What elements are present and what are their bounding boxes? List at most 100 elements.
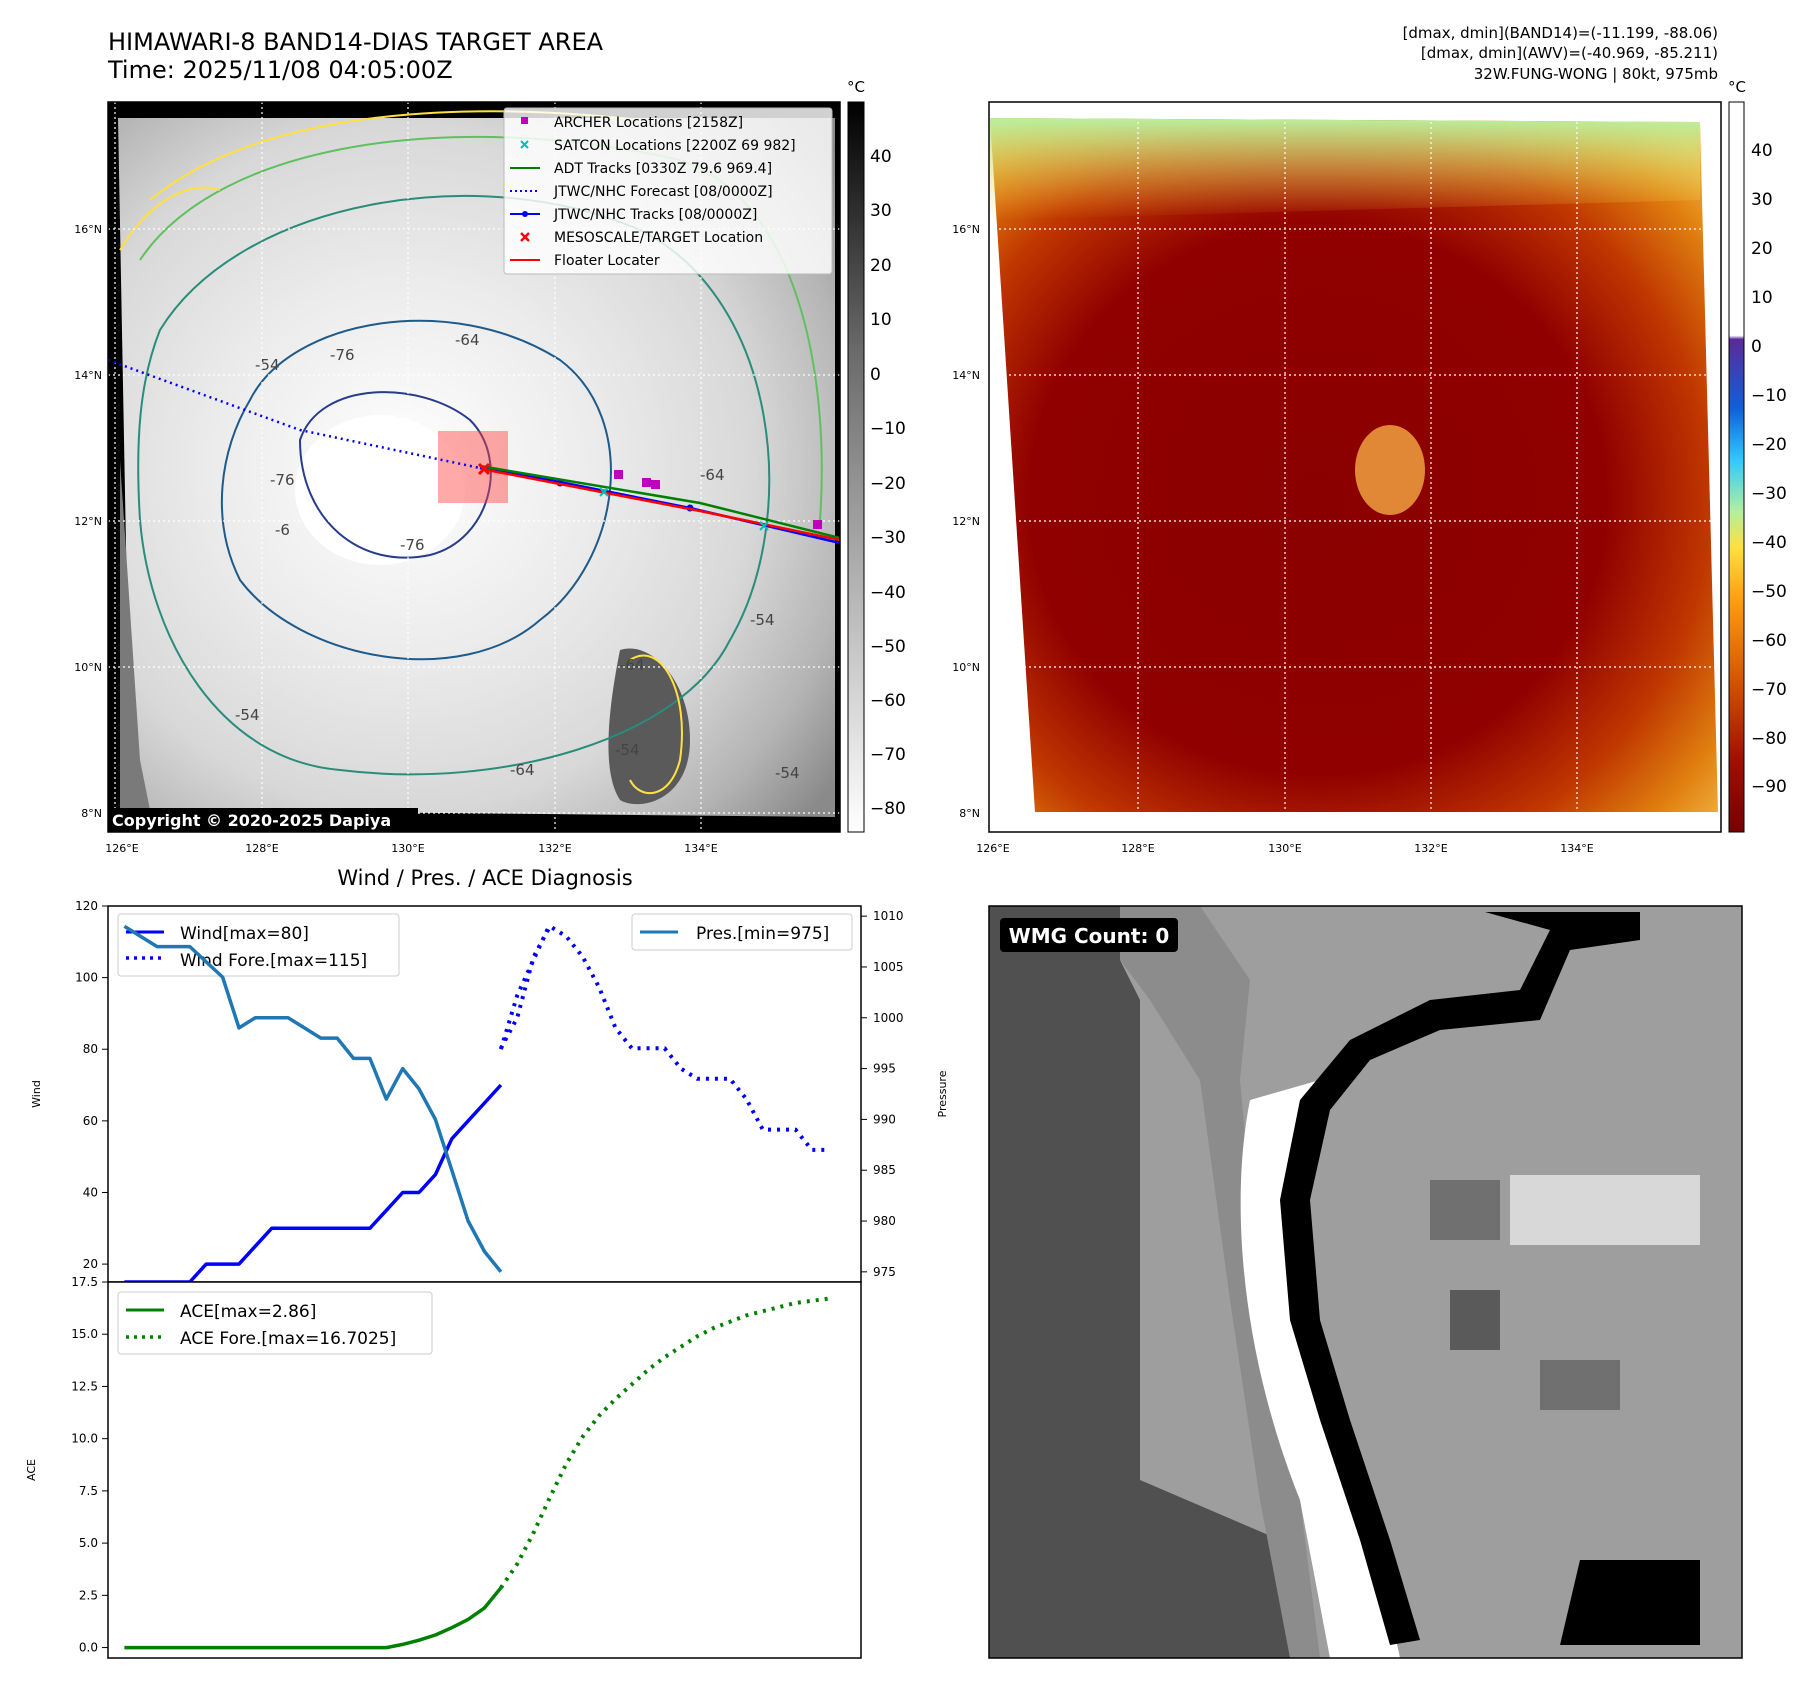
legend-archer-icon [521, 117, 528, 124]
wmg-bright-patch [1510, 1175, 1700, 1245]
y2-tick-label: 990 [873, 1112, 896, 1126]
svg-text:126°E: 126°E [105, 842, 138, 855]
svg-text:130°E: 130°E [391, 842, 424, 855]
y-tick-label: 100 [75, 971, 98, 985]
wind-axis-label: Wind [30, 1080, 43, 1108]
ir-colorbar: °C 40 30 20 10 0 −10 −20 −30 −40 −50 −60… [847, 78, 906, 833]
target-marker [477, 462, 491, 476]
svg-text:10°N: 10°N [74, 661, 102, 674]
svg-text:130°E: 130°E [1268, 842, 1301, 855]
legend-label: Wind Fore.[max=115] [180, 951, 367, 971]
series-line-1 [499, 1296, 829, 1589]
svg-text:0: 0 [870, 365, 881, 385]
svg-text:−80: −80 [870, 799, 906, 819]
svg-text:−40: −40 [870, 583, 906, 603]
svg-text:−50: −50 [1751, 582, 1787, 602]
contour-label: -6 [275, 521, 290, 539]
contour-label: -76 [400, 536, 425, 554]
series-line-0 [124, 1586, 503, 1650]
legend-label: ADT Tracks [0330Z 79.6 969.4] [554, 161, 772, 177]
ir-map: -76 -76 -76 -64 -64 -64 -54 -54 -54 -54 … [74, 101, 841, 855]
wmg-white-band [1240, 1080, 1400, 1658]
y-tick-label: 60 [83, 1114, 98, 1128]
diagnosis-title: Wind / Pres. / ACE Diagnosis [337, 866, 632, 890]
legend-target-icon [520, 232, 530, 242]
ir-cold-core [295, 415, 465, 565]
svg-text:−20: −20 [870, 474, 906, 494]
wmg-count-label: WMG Count: 0 [1009, 924, 1170, 948]
legend-label: MESOSCALE/TARGET Location [554, 230, 763, 246]
y-tick-label: 0.0 [79, 1641, 98, 1655]
y-tick-label: 40 [83, 1185, 98, 1199]
y-tick-label: 12.5 [71, 1379, 98, 1393]
y2-tick-label: 1010 [873, 909, 904, 923]
svg-text:30: 30 [870, 201, 892, 221]
svg-text:14°N: 14°N [952, 369, 980, 382]
svg-text:−90: −90 [1751, 777, 1787, 797]
svg-text:−20: −20 [1751, 435, 1787, 455]
svg-text:14°N: 14°N [74, 369, 102, 382]
adt-track [479, 464, 840, 540]
awv-eye [1355, 425, 1425, 515]
y-tick-label: 80 [83, 1042, 98, 1056]
wmg-count-box [1000, 918, 1178, 952]
time-label: Time: 2025/11/08 04:05:00Z [108, 56, 453, 84]
svg-text:16°N: 16°N [74, 223, 102, 236]
page-title: HIMAWARI-8 BAND14-DIAS TARGET AREA [108, 28, 604, 56]
svg-text:−10: −10 [1751, 386, 1787, 406]
ir-map-lon-ticks: 126°E 128°E 130°E 132°E 134°E [105, 842, 717, 855]
forecast-track [108, 358, 481, 470]
contour-label: -76 [270, 471, 295, 489]
legend-satcon-icon [520, 140, 529, 149]
awv-colorbar: °C 40 30 20 10 0 −10 −20 −30 −40 −50 −60… [1728, 78, 1787, 833]
legend-label: SATCON Locations [2200Z 69 982] [554, 138, 796, 154]
y-tick-label: 120 [75, 899, 98, 913]
svg-text:40: 40 [1751, 141, 1773, 161]
svg-text:12°N: 12°N [74, 515, 102, 528]
legend-label: ACE[max=2.86] [180, 1302, 316, 1322]
legend-label: JTWC/NHC Tracks [08/0000Z] [553, 207, 757, 223]
legend-label: JTWC/NHC Forecast [08/0000Z] [553, 184, 773, 200]
awv-map-frame [988, 101, 1722, 833]
svg-text:10: 10 [1751, 288, 1773, 308]
y-tick-label: 5.0 [79, 1536, 98, 1550]
ir-map-legend: ARCHER Locations [2158Z] SATCON Location… [503, 107, 833, 275]
contour-label: -64 [455, 331, 480, 349]
legend-label: ARCHER Locations [2158Z] [554, 115, 743, 131]
svg-text:20: 20 [870, 256, 892, 276]
ir-warm-region [608, 648, 690, 805]
y-tick-label: 2.5 [79, 1588, 98, 1602]
copyright-box [108, 808, 418, 832]
awv-map-gridlines [989, 102, 1721, 832]
svg-text:−60: −60 [1751, 631, 1787, 651]
floater-locater-track [481, 467, 840, 542]
svg-text:16°N: 16°N [952, 223, 980, 236]
awv-map-lon-ticks: 126°E 128°E 130°E 132°E 134°E [976, 842, 1593, 855]
y2-tick-label: 975 [873, 1265, 896, 1279]
awv-map: 126°E 128°E 130°E 132°E 134°E 16°N 14°N … [952, 101, 1722, 855]
colorbar-unit: °C [1728, 78, 1746, 96]
svg-text:20: 20 [1751, 239, 1773, 259]
floater-box [438, 431, 508, 503]
y-tick-label: 10.0 [71, 1432, 98, 1446]
satcon-markers [599, 487, 769, 531]
archer-markers [614, 470, 822, 529]
contour-minus-76 [298, 391, 492, 559]
svg-text:10: 10 [870, 310, 892, 330]
ir-map-frame [107, 101, 841, 833]
wmg-panel: WMG Count: 0 [988, 905, 1743, 1659]
svg-text:12°N: 12°N [952, 515, 980, 528]
ir-left-edge [120, 460, 150, 810]
ace-legend: ACE[max=2.86] ACE Fore.[max=16.7025] [117, 1291, 433, 1355]
svg-text:−70: −70 [1751, 680, 1787, 700]
svg-text:−30: −30 [1751, 484, 1787, 504]
svg-text:−40: −40 [1751, 533, 1787, 553]
awv-colorbar-ticks: 40 30 20 10 0 −10 −20 −30 −40 −50 −60 −7… [1751, 141, 1787, 797]
wmg-frame [988, 905, 1743, 1659]
svg-text:128°E: 128°E [1121, 842, 1154, 855]
y2-tick-label: 985 [873, 1163, 896, 1177]
dmax-band14-label: [dmax, dmin](BAND14)=(-11.199, -88.06) [1402, 24, 1718, 42]
ace-axis-label: ACE [25, 1459, 38, 1481]
ace-chart: ACE ACE[max=2.86] ACE Fore.[max=16.7025]… [25, 1275, 862, 1659]
